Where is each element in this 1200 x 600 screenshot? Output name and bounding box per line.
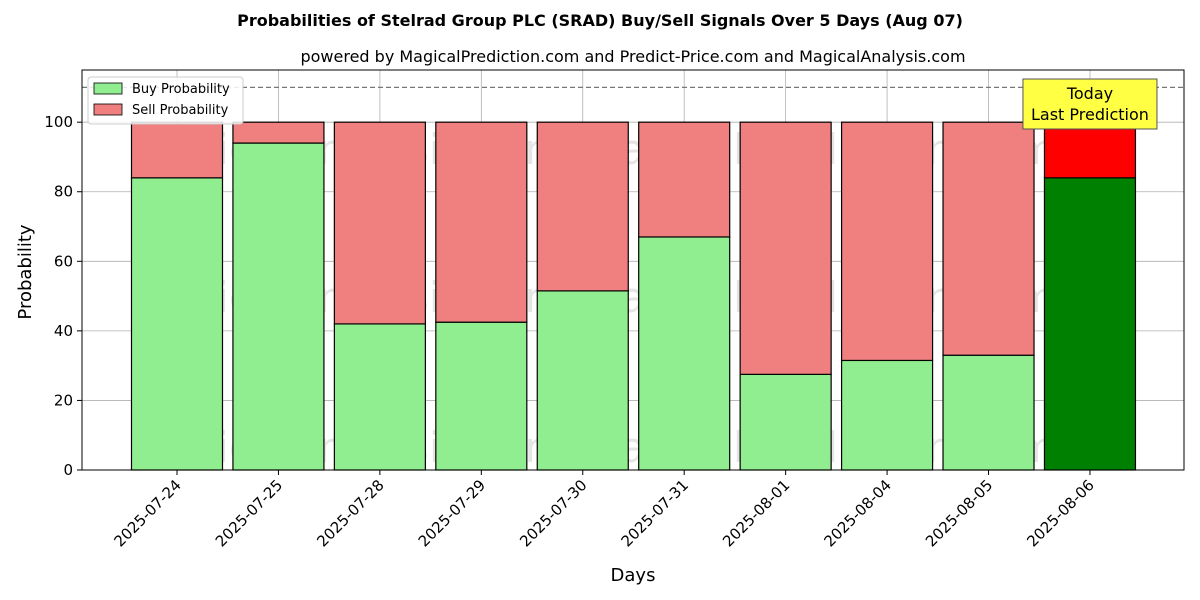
x-tick-label: 2025-07-28: [313, 476, 387, 550]
legend-label: Sell Probability: [132, 103, 229, 118]
annotation-today: Today Last Prediction: [1022, 78, 1158, 130]
bar-sell: [536, 121, 629, 292]
bar-buy: [536, 290, 629, 471]
annotation-box: [1022, 78, 1158, 130]
x-tick-label: 2025-07-29: [415, 476, 489, 550]
y-tick-label: 60: [54, 252, 73, 270]
y-tick-label: 100: [44, 113, 73, 131]
legend-box: [87, 76, 244, 125]
y-tick-label: 40: [54, 322, 73, 340]
bar-buy: [739, 373, 832, 471]
bar-sell: [333, 121, 426, 325]
legend-swatch: [93, 103, 123, 116]
plot-area: MagicalAnalysis.comMagicalPrediction.com…: [44, 69, 1185, 550]
x-tick-label: 2025-07-25: [212, 476, 286, 550]
bar-sell: [232, 121, 325, 144]
y-tick-label: 80: [54, 183, 73, 201]
x-tick-label: 2025-08-05: [922, 476, 996, 550]
plot-frame: [81, 69, 1185, 471]
x-tick-label: 2025-07-30: [516, 476, 590, 550]
bar-buy: [130, 177, 224, 471]
annotation-line: Last Prediction: [1031, 105, 1149, 124]
x-tick-label: 2025-08-04: [821, 476, 895, 550]
bar-sell: [435, 121, 528, 323]
x-tick-label: 2025-08-06: [1023, 476, 1097, 550]
bar-buy: [333, 323, 426, 471]
bar-sell: [130, 121, 224, 179]
bar-sell: [1043, 121, 1137, 179]
bar-buy: [1043, 177, 1137, 471]
y-tick-label: 20: [54, 391, 73, 409]
x-tick-label: 2025-07-31: [618, 476, 692, 550]
bar-sell: [942, 121, 1035, 356]
x-tick-label: 2025-08-01: [719, 476, 793, 550]
bar-buy: [942, 354, 1035, 471]
legend-swatch: [93, 82, 123, 95]
x-axis-label: Days: [611, 565, 656, 586]
bar-sell: [840, 121, 934, 362]
bar-buy: [840, 359, 934, 471]
legend: Buy Probability Sell Probability: [87, 76, 244, 125]
bar-buy: [232, 142, 325, 471]
bar-sell: [739, 121, 832, 375]
y-tick-label: 0: [63, 461, 73, 479]
annotation-line: Today: [1066, 84, 1113, 103]
bar-sell: [638, 121, 731, 238]
bar-buy: [435, 321, 528, 471]
y-axis-label: Probability: [15, 224, 36, 319]
bar-buy: [638, 236, 731, 471]
legend-label: Buy Probability: [132, 82, 230, 97]
chart-subtitle: powered by MagicalPrediction.com and Pre…: [300, 47, 965, 66]
x-tick-label: 2025-07-24: [110, 476, 184, 550]
chart-title: Probabilities of Stelrad Group PLC (SRAD…: [237, 11, 963, 30]
